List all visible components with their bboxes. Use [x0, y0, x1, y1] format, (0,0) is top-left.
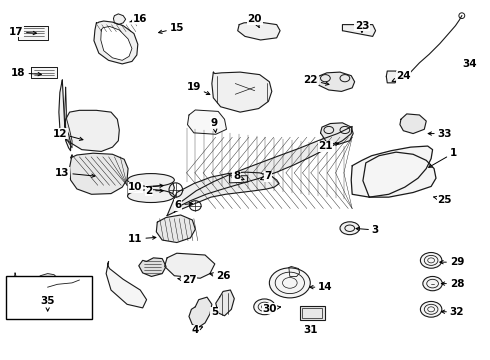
Text: 13: 13: [55, 168, 95, 178]
Ellipse shape: [340, 222, 360, 235]
Polygon shape: [212, 72, 272, 112]
Text: 31: 31: [303, 325, 318, 335]
Polygon shape: [139, 258, 166, 276]
Ellipse shape: [423, 276, 442, 291]
Polygon shape: [216, 290, 234, 316]
Text: 18: 18: [11, 68, 41, 78]
Ellipse shape: [270, 268, 310, 298]
Text: 32: 32: [441, 307, 464, 317]
Text: 23: 23: [355, 21, 369, 32]
Polygon shape: [14, 273, 34, 303]
Text: 12: 12: [52, 129, 83, 140]
Polygon shape: [320, 123, 353, 144]
Text: 1: 1: [429, 148, 457, 167]
Text: 17: 17: [9, 27, 37, 37]
Text: 28: 28: [441, 279, 464, 289]
Text: 24: 24: [392, 71, 411, 81]
Polygon shape: [188, 110, 226, 134]
Text: 15: 15: [159, 23, 184, 33]
Text: 29: 29: [440, 257, 464, 267]
Polygon shape: [174, 126, 352, 212]
Polygon shape: [70, 153, 128, 194]
Text: 6: 6: [174, 200, 193, 210]
Polygon shape: [289, 266, 299, 276]
Polygon shape: [229, 176, 247, 183]
Polygon shape: [59, 80, 119, 152]
Text: 20: 20: [247, 14, 262, 27]
Text: 30: 30: [262, 303, 281, 314]
Polygon shape: [19, 26, 48, 40]
Text: 27: 27: [178, 275, 196, 285]
Polygon shape: [36, 274, 61, 294]
Polygon shape: [156, 215, 196, 243]
Polygon shape: [101, 26, 132, 60]
Polygon shape: [317, 72, 355, 91]
Polygon shape: [343, 24, 375, 36]
Text: 3: 3: [356, 225, 379, 235]
Polygon shape: [128, 180, 174, 196]
Polygon shape: [106, 261, 147, 308]
Text: 16: 16: [130, 14, 147, 23]
Polygon shape: [94, 21, 138, 64]
Text: 14: 14: [310, 282, 333, 292]
Polygon shape: [65, 87, 72, 148]
Polygon shape: [386, 71, 398, 83]
Text: 34: 34: [462, 59, 476, 69]
Text: 2: 2: [145, 186, 163, 196]
Bar: [302, 308, 322, 318]
Ellipse shape: [420, 301, 442, 317]
Ellipse shape: [420, 252, 442, 268]
Polygon shape: [30, 67, 57, 78]
Text: 35: 35: [40, 296, 55, 311]
Bar: [299, 306, 325, 320]
Text: 21: 21: [318, 141, 339, 151]
Polygon shape: [238, 22, 280, 40]
Text: 33: 33: [428, 129, 452, 139]
Polygon shape: [114, 14, 125, 24]
Text: 19: 19: [187, 82, 210, 95]
Polygon shape: [363, 152, 436, 197]
Polygon shape: [167, 172, 279, 216]
Text: 10: 10: [128, 182, 163, 192]
Text: 9: 9: [211, 118, 218, 132]
Text: 8: 8: [233, 171, 244, 181]
Polygon shape: [351, 146, 433, 197]
Ellipse shape: [254, 299, 275, 315]
Text: 22: 22: [304, 75, 329, 85]
Polygon shape: [400, 114, 426, 134]
Polygon shape: [165, 253, 215, 278]
Text: 4: 4: [192, 325, 202, 335]
Ellipse shape: [127, 190, 174, 203]
Text: 5: 5: [211, 307, 218, 317]
Text: 11: 11: [128, 234, 156, 244]
Text: 7: 7: [261, 171, 272, 181]
Bar: [6, 276, 92, 319]
Text: 25: 25: [434, 195, 452, 204]
Text: 26: 26: [210, 271, 230, 282]
Polygon shape: [189, 297, 212, 327]
Ellipse shape: [127, 174, 174, 186]
